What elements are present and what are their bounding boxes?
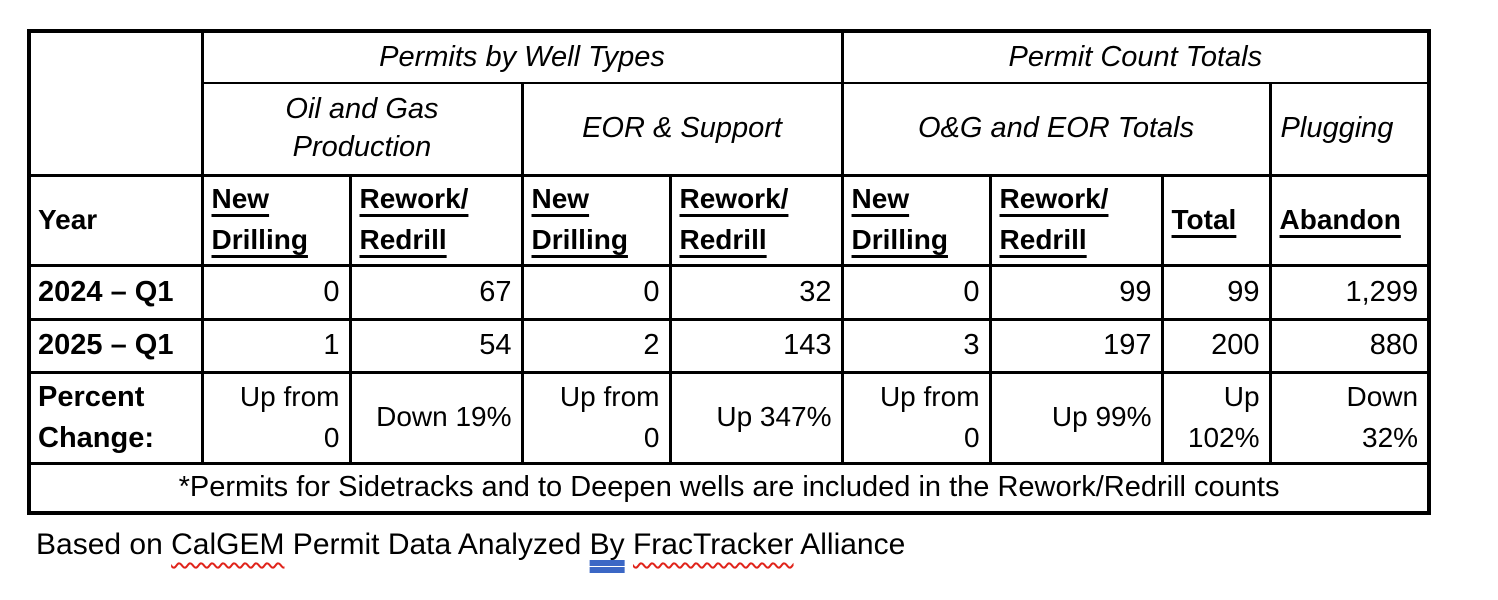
value-cell: 3 [840,317,992,374]
data-row-2024-q1: 2024 – Q1 0 67 0 32 0 99 99 1,299 [27,263,1431,321]
data-row-2025-q1: 2025 – Q1 1 54 2 143 3 197 200 880 [27,317,1431,374]
value-cell: 99 [1160,263,1272,321]
header-totals-rework-redrill: Rework/ Redrill [988,173,1164,267]
attribution-caption: Based on CalGEM Permit Data Analyzed By … [36,528,1498,562]
value-cell: 1,299 [1268,263,1431,321]
footnote-row: *Permits for Sidetracks and to Deepen we… [27,461,1431,515]
header-plugging: Plugging [1268,82,1431,177]
row-label-2024-q1: 2024 – Q1 [27,263,204,321]
percent-change-cell: Down 19% [348,370,524,465]
value-cell: 0 [840,263,992,321]
caption-text: Based on [36,528,172,561]
caption-text: Alliance [793,528,906,561]
header-og-new-drilling: New Drilling [200,173,352,267]
caption-spellcheck-calgem: CalGEM [171,528,285,561]
table-footnote: *Permits for Sidetracks and to Deepen we… [27,461,1431,515]
value-cell: 880 [1268,317,1431,374]
header-total: Total [1160,173,1272,267]
header-permits-by-well-types: Permits by Well Types [200,29,844,84]
corner-cell [27,29,204,176]
header-og-and-eor-totals: O&G and EOR Totals [840,82,1272,177]
percent-change-cell: Up from 0 [200,370,352,465]
percent-change-cell: Down 32% [1268,370,1431,465]
header-totals-new-drilling: New Drilling [840,173,992,267]
value-cell: 0 [200,263,352,321]
value-cell: 99 [988,263,1164,321]
value-cell: 197 [988,317,1164,374]
top-header-row: Permits by Well Types Permit Count Total… [27,29,1431,176]
value-cell: 0 [520,263,672,321]
header-eor-new-drilling: New Drilling [520,173,672,267]
percent-change-row: Percent Change: Up from 0 Down 19% Up fr… [27,370,1431,465]
row-label-percent-change: Percent Change: [27,370,204,465]
row-label-2025-q1: 2025 – Q1 [27,317,204,374]
group-header-row: Oil and Gas Production EOR & Support O&G… [29,82,1431,177]
value-cell: 67 [348,263,524,321]
header-eor-rework-redrill: Rework/ Redrill [668,173,844,267]
value-cell: 200 [1160,317,1272,374]
header-abandon: Abandon [1268,173,1431,267]
caption-text [625,528,633,561]
percent-change-cell: Up 102% [1160,370,1272,465]
value-cell: 143 [668,317,844,374]
percent-change-cell: Up 99% [988,370,1164,465]
permits-data-table: Permits by Well Types Permit Count Total… [27,29,1432,515]
header-og-rework-redrill: Rework/ Redrill [348,173,524,267]
header-permit-count-totals: Permit Count Totals [840,29,1431,84]
percent-change-cell: Up from 0 [520,370,672,465]
value-cell: 2 [520,317,672,374]
value-cell: 54 [348,317,524,374]
header-eor-support: EOR & Support [520,82,844,177]
value-cell: 1 [200,317,352,374]
header-year: Year [27,173,204,267]
caption-spellcheck-fractracker: FracTracker [632,528,794,561]
caption-text: Permit Data Analyzed [284,528,590,561]
percent-change-cell: Up 347% [668,370,844,465]
caption-grammar-by: By [589,528,625,561]
header-oil-and-gas-production: Oil and Gas Production [200,82,524,177]
column-header-row: Year New Drilling Rework/ Redrill New Dr… [27,173,1431,267]
percent-change-cell: Up from 0 [840,370,992,465]
value-cell: 32 [668,263,844,321]
